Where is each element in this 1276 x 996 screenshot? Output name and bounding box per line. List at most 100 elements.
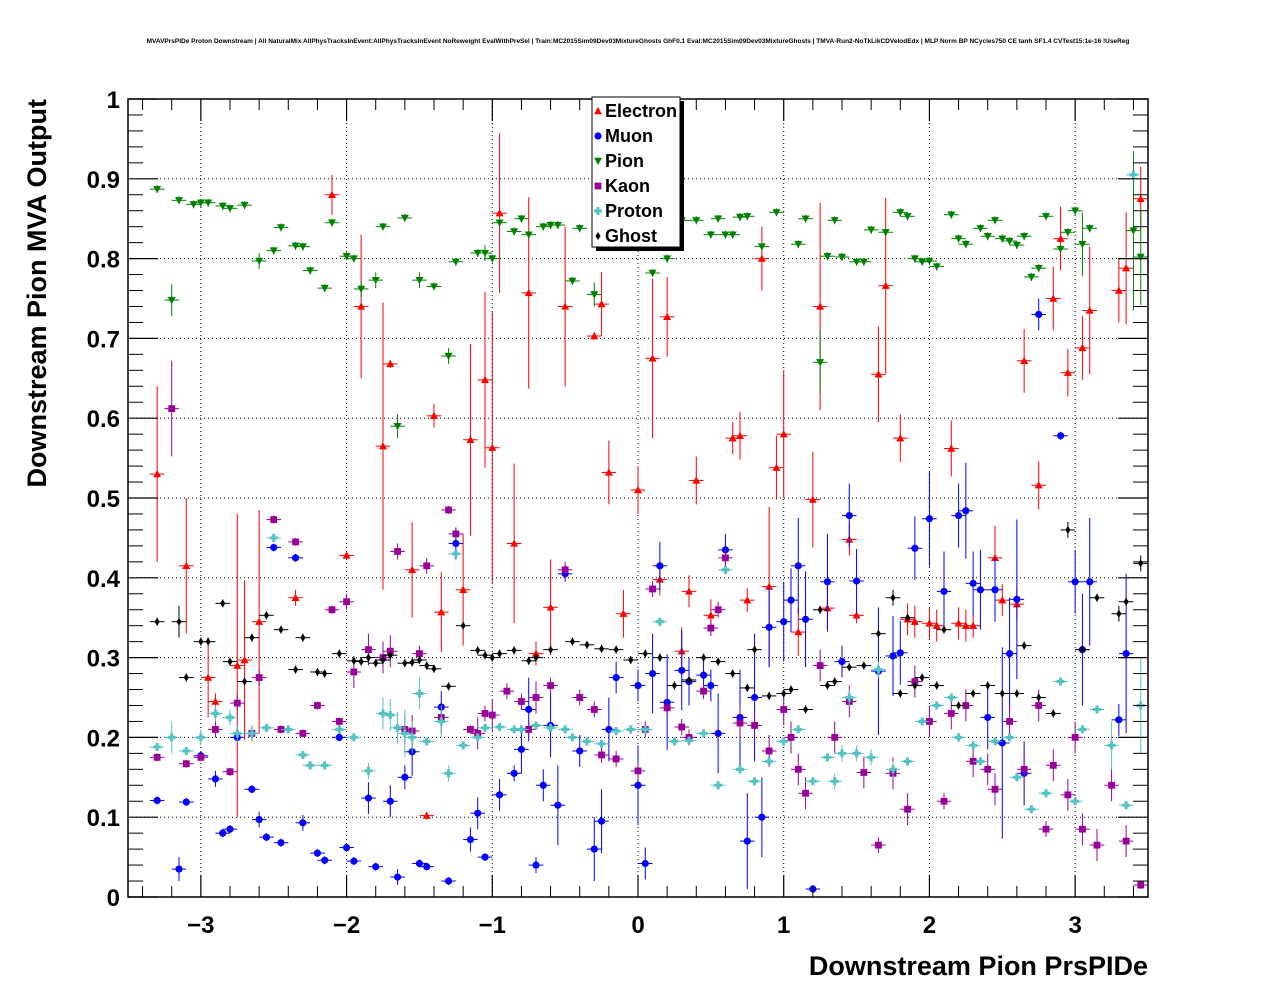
ghost-point: [361, 653, 376, 662]
ghost-point: [1046, 709, 1061, 718]
pion-marker: [430, 283, 438, 291]
proton-point: [346, 733, 362, 742]
proton-point: [492, 723, 507, 732]
muon-point: [791, 517, 806, 614]
pion-point: [893, 208, 908, 217]
electron-marker: [291, 593, 300, 601]
proton-point: [281, 725, 296, 734]
ghost-point: [638, 649, 653, 658]
kaon-marker: [1071, 734, 1079, 741]
muon-point: [1067, 549, 1083, 614]
pion-point: [1060, 228, 1076, 237]
pion-marker: [757, 243, 766, 251]
muon-point: [995, 647, 1010, 839]
pion-point: [740, 212, 755, 221]
ghost-point: [368, 659, 383, 668]
ghost-marker: [475, 646, 481, 655]
electron-marker: [1114, 286, 1123, 294]
electron-marker: [481, 375, 489, 384]
electron-marker: [422, 811, 431, 819]
pion-point: [987, 216, 1003, 225]
axes: −3 −2 −1 0 1 2 3 0 0.1 0.2 0.3 0.4 0.5 0.6 0.7 0.8 0.9 1: [87, 87, 1148, 939]
proton-point: [361, 762, 376, 779]
muon-marker: [182, 798, 190, 806]
proton-point: [681, 736, 697, 745]
pion-point: [834, 253, 850, 262]
electron-point: [791, 608, 806, 657]
electron-point: [419, 811, 434, 820]
electron-marker: [1063, 368, 1072, 376]
muon-marker: [750, 693, 759, 702]
series-ghost: [149, 521, 1148, 718]
ghost-point: [485, 653, 500, 662]
electron-marker: [532, 649, 540, 657]
proton-point: [222, 709, 238, 726]
muon-marker: [838, 657, 846, 666]
proton-marker: [532, 721, 540, 730]
muon-marker: [962, 507, 970, 515]
legend-label-ghost: Ghost: [605, 226, 657, 246]
kaon-point: [710, 601, 726, 618]
muon-point: [1002, 597, 1017, 710]
ghost-marker: [824, 681, 831, 690]
muon-point: [339, 843, 354, 852]
muon-marker: [590, 845, 598, 853]
kaon-marker: [722, 554, 729, 562]
kaon-point: [703, 620, 719, 637]
proton-marker: [167, 733, 176, 742]
muon-point: [594, 789, 609, 854]
legend-label-pion: Pion: [605, 151, 644, 171]
muon-marker: [372, 863, 380, 871]
kaon-point: [798, 777, 813, 810]
kaon-marker: [561, 566, 569, 574]
kaon-point: [900, 793, 915, 826]
proton-marker: [335, 725, 344, 734]
electron-marker: [954, 619, 963, 627]
ghost-point: [1016, 641, 1032, 650]
pion-marker: [932, 263, 941, 271]
proton-point: [470, 733, 485, 742]
ghost-point: [965, 689, 981, 698]
pion-point: [645, 268, 660, 277]
kaon-point: [1075, 813, 1090, 846]
electron-marker: [379, 442, 387, 450]
pion-point: [922, 257, 937, 265]
muon-marker: [911, 544, 919, 552]
proton-marker: [437, 717, 446, 726]
proton-point: [317, 761, 332, 770]
ghost-point: [346, 656, 362, 665]
pion-marker: [663, 255, 672, 263]
legend-marker-kaon: [594, 182, 602, 190]
proton-marker: [1107, 741, 1116, 750]
pion-marker: [816, 359, 825, 367]
kaon-point: [230, 695, 245, 712]
muon-point: [441, 877, 456, 886]
pion-marker: [903, 213, 912, 221]
ghost-point: [594, 644, 609, 653]
proton-point: [179, 746, 194, 755]
electron-marker: [1136, 194, 1145, 202]
ghost-marker: [489, 653, 495, 662]
muon-point: [1009, 519, 1025, 680]
legend-entry-kaon: Kaon: [594, 176, 650, 196]
proton-marker: [262, 723, 271, 732]
legend-label-kaon: Kaon: [605, 176, 650, 196]
kaon-marker: [1042, 825, 1050, 833]
proton-marker: [1093, 705, 1101, 714]
pion-marker: [838, 253, 846, 262]
kaon-marker: [875, 841, 882, 849]
ghost-marker: [496, 649, 503, 658]
proton-point: [434, 705, 449, 738]
muon-point: [332, 733, 347, 742]
ghost-point: [696, 653, 711, 662]
kaon-marker: [212, 726, 219, 733]
kaon-marker: [467, 726, 474, 733]
kaon-marker: [940, 797, 948, 805]
kaon-marker: [518, 698, 525, 705]
pion-marker: [983, 233, 992, 241]
electron-marker: [998, 596, 1007, 604]
kaon-point: [1133, 881, 1148, 890]
proton-point: [543, 723, 558, 732]
proton-marker: [779, 737, 788, 746]
ghost-point: [747, 645, 762, 654]
